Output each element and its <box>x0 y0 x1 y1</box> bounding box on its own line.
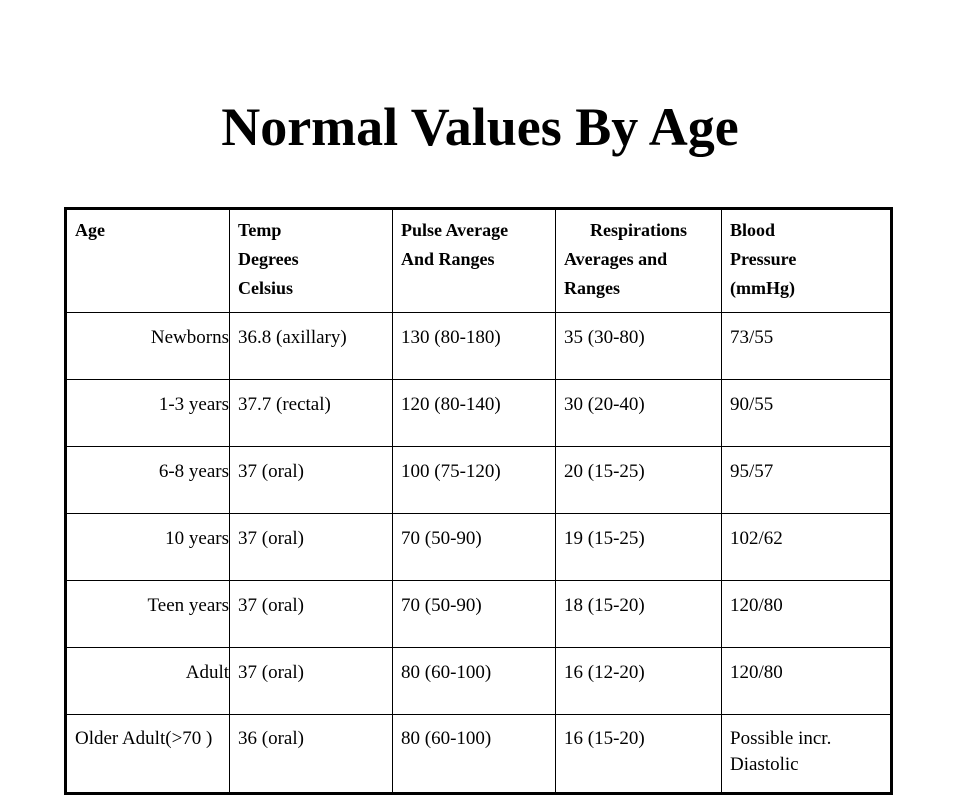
header-pulse: Pulse Average And Ranges <box>392 208 556 313</box>
header-temp-line-2: Degrees <box>238 249 299 269</box>
header-temp-line-3: Celsius <box>238 278 294 298</box>
cell-pulse: 80 (60-100) <box>392 714 556 794</box>
cell-blood-pressure: 90/55 <box>721 379 892 447</box>
header-pulse-line-1: Pulse Average <box>401 220 509 240</box>
cell-respirations: 18 (15-20) <box>555 580 722 648</box>
table-row: 1-3 years 37.7 (rectal) 120 (80-140) 30 … <box>65 379 892 447</box>
slide-title: Normal Values By Age <box>221 97 739 157</box>
cell-blood-pressure: 95/57 <box>721 446 892 514</box>
cell-age: Teen years <box>65 580 230 648</box>
cell-blood-pressure: Possible incr. Diastolic <box>721 714 892 794</box>
header-respirations: Respirations Averages and Ranges <box>555 208 722 313</box>
cell-temp: 37.7 (rectal) <box>229 379 393 447</box>
header-blood-pressure: Blood Pressure (mmHg) <box>721 208 892 313</box>
table-row: Newborns 36.8 (axillary) 130 (80-180) 35… <box>65 312 892 380</box>
cell-age: 1-3 years <box>65 379 230 447</box>
cell-pulse: 70 (50-90) <box>392 513 556 581</box>
cell-pulse: 120 (80-140) <box>392 379 556 447</box>
cell-temp: 36.8 (axillary) <box>229 312 393 380</box>
normal-values-table: Age Temp Degrees Celsius Pulse Average A… <box>64 207 893 795</box>
table-header-row: Age Temp Degrees Celsius Pulse Average A… <box>65 208 892 313</box>
cell-pulse: 80 (60-100) <box>392 647 556 715</box>
table-row: Older Adult(>70 ) 36 (oral) 80 (60-100) … <box>65 714 892 794</box>
cell-pulse: 70 (50-90) <box>392 580 556 648</box>
cell-age: 6-8 years <box>65 446 230 514</box>
cell-temp: 36 (oral) <box>229 714 393 794</box>
header-bp-line-2: Pressure <box>730 249 797 269</box>
cell-respirations: 30 (20-40) <box>555 379 722 447</box>
header-temp-line-1: Temp <box>238 220 282 240</box>
cell-respirations: 16 (15-20) <box>555 714 722 794</box>
table-row: 10 years 37 (oral) 70 (50-90) 19 (15-25)… <box>65 513 892 581</box>
cell-respirations: 16 (12-20) <box>555 647 722 715</box>
cell-temp: 37 (oral) <box>229 513 393 581</box>
cell-respirations: 19 (15-25) <box>555 513 722 581</box>
cell-blood-pressure: 102/62 <box>721 513 892 581</box>
cell-temp: 37 (oral) <box>229 580 393 648</box>
header-bp-line-3: (mmHg) <box>730 278 795 298</box>
header-pulse-line-2: And Ranges <box>401 249 495 269</box>
cell-age: Newborns <box>65 312 230 380</box>
cell-blood-pressure: 120/80 <box>721 647 892 715</box>
table-row: Teen years 37 (oral) 70 (50-90) 18 (15-2… <box>65 580 892 648</box>
cell-blood-pressure: 73/55 <box>721 312 892 380</box>
header-temp: Temp Degrees Celsius <box>229 208 393 313</box>
cell-respirations: 35 (30-80) <box>555 312 722 380</box>
cell-pulse: 130 (80-180) <box>392 312 556 380</box>
cell-age: 10 years <box>65 513 230 581</box>
cell-temp: 37 (oral) <box>229 446 393 514</box>
cell-respirations: 20 (15-25) <box>555 446 722 514</box>
cell-pulse: 100 (75-120) <box>392 446 556 514</box>
header-respirations-line-3: Ranges <box>564 278 621 298</box>
header-respirations-line-1: Respirations <box>589 220 687 240</box>
header-bp-line-1: Blood <box>730 220 776 240</box>
header-respirations-line-2: Averages and <box>564 249 668 269</box>
normal-values-table-container: Age Temp Degrees Celsius Pulse Average A… <box>64 207 893 795</box>
table-row: 6-8 years 37 (oral) 100 (75-120) 20 (15-… <box>65 446 892 514</box>
table-row: Adult 37 (oral) 80 (60-100) 16 (12-20) 1… <box>65 647 892 715</box>
header-age-line: Age <box>75 220 105 240</box>
cell-age: Older Adult(>70 ) <box>65 714 230 794</box>
cell-temp: 37 (oral) <box>229 647 393 715</box>
cell-blood-pressure: 120/80 <box>721 580 892 648</box>
cell-age: Adult <box>65 647 230 715</box>
header-age: Age <box>65 208 230 313</box>
